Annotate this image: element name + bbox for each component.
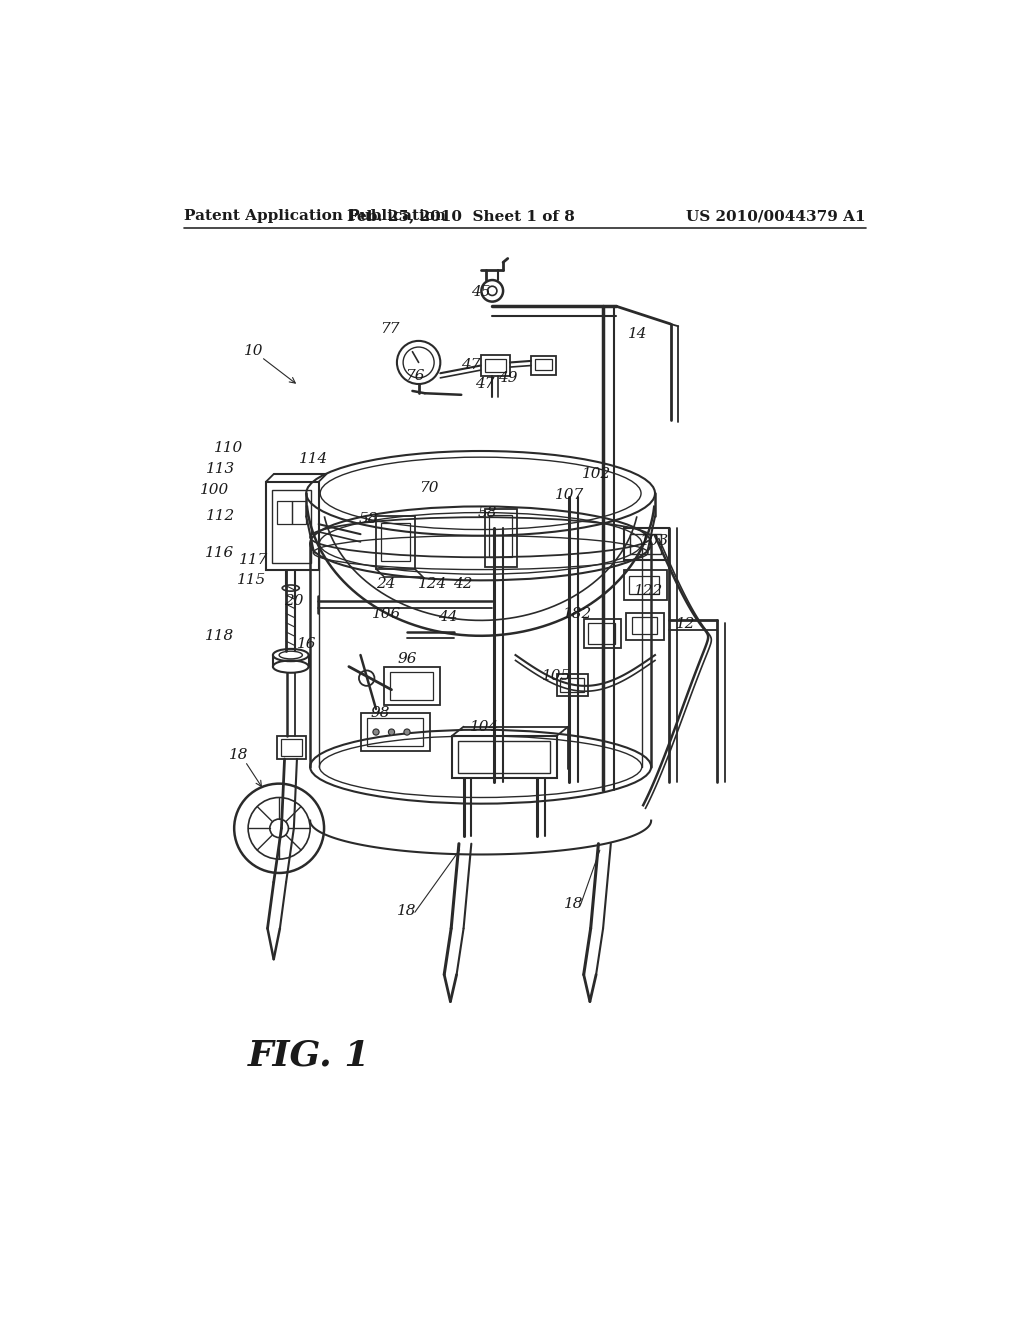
- Bar: [624, 570, 667, 599]
- Text: 77: 77: [380, 322, 399, 337]
- Text: 44: 44: [437, 610, 457, 623]
- Bar: [560, 678, 584, 692]
- Bar: [367, 718, 423, 746]
- Text: 102: 102: [583, 467, 611, 480]
- Bar: [384, 667, 439, 705]
- Text: 10: 10: [244, 345, 263, 358]
- Text: 104: 104: [470, 719, 499, 734]
- Bar: [589, 623, 615, 644]
- Bar: [624, 528, 669, 560]
- Text: 107: 107: [555, 488, 585, 502]
- Text: 24: 24: [377, 577, 396, 591]
- Text: 49: 49: [498, 371, 517, 385]
- Bar: [484, 508, 517, 566]
- Text: 115: 115: [238, 573, 266, 587]
- Text: 106: 106: [372, 607, 400, 622]
- Bar: [531, 356, 556, 375]
- Bar: [272, 490, 311, 562]
- Text: 103: 103: [640, 535, 670, 548]
- Circle shape: [388, 729, 394, 735]
- Bar: [484, 359, 506, 372]
- Bar: [480, 355, 510, 376]
- Bar: [584, 619, 621, 648]
- Text: 105: 105: [542, 669, 571, 682]
- Bar: [282, 739, 302, 756]
- Bar: [276, 737, 306, 759]
- Text: 58: 58: [478, 506, 498, 520]
- Bar: [632, 618, 656, 635]
- Bar: [489, 515, 512, 557]
- Text: 116: 116: [205, 545, 234, 560]
- Bar: [452, 737, 557, 779]
- Text: 58: 58: [358, 512, 378, 525]
- Text: 112: 112: [207, 510, 236, 524]
- Text: Patent Application Publication: Patent Application Publication: [183, 209, 445, 223]
- Text: 118: 118: [205, 628, 234, 643]
- Bar: [626, 612, 665, 640]
- Circle shape: [373, 729, 379, 735]
- Text: 47: 47: [461, 358, 480, 372]
- Text: FIG. 1: FIG. 1: [248, 1039, 371, 1072]
- Text: 114: 114: [299, 451, 329, 466]
- Text: 18: 18: [397, 904, 417, 919]
- Text: 110: 110: [214, 441, 244, 455]
- Bar: [630, 535, 662, 554]
- Text: Feb. 25, 2010  Sheet 1 of 8: Feb. 25, 2010 Sheet 1 of 8: [347, 209, 575, 223]
- Bar: [376, 516, 415, 569]
- Text: 16: 16: [297, 636, 316, 651]
- Text: US 2010/0044379 A1: US 2010/0044379 A1: [686, 209, 866, 223]
- Text: 12: 12: [676, 618, 695, 631]
- Text: 96: 96: [397, 652, 417, 665]
- Bar: [381, 523, 410, 561]
- Bar: [360, 713, 430, 751]
- Bar: [458, 741, 550, 774]
- Text: 100: 100: [200, 483, 229, 496]
- Text: 76: 76: [406, 370, 425, 383]
- Text: 45: 45: [471, 285, 490, 300]
- Bar: [557, 675, 588, 696]
- Text: 124: 124: [418, 577, 447, 591]
- Bar: [630, 576, 658, 594]
- Text: 182: 182: [563, 607, 592, 622]
- Text: 47: 47: [475, 378, 495, 391]
- Text: 113: 113: [207, 462, 236, 475]
- Text: 98: 98: [370, 706, 389, 719]
- Text: 70: 70: [419, 480, 438, 495]
- Text: 117: 117: [239, 553, 268, 568]
- Circle shape: [403, 729, 410, 735]
- Text: 20: 20: [284, 594, 303, 609]
- Bar: [266, 482, 318, 570]
- Bar: [292, 502, 306, 524]
- Text: 18: 18: [229, 748, 249, 762]
- Text: 122: 122: [634, 585, 664, 598]
- Text: 42: 42: [453, 577, 472, 591]
- Bar: [390, 672, 432, 700]
- Bar: [276, 502, 292, 524]
- Text: 18: 18: [564, 896, 584, 911]
- Text: 14: 14: [628, 327, 648, 341]
- Bar: [535, 359, 552, 370]
